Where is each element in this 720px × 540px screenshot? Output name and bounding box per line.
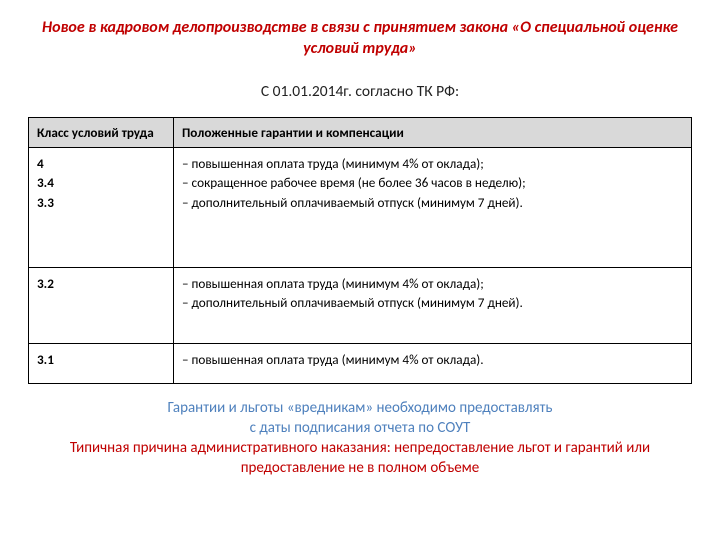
document-subtitle: С 01.01.2014г. согласно ТК РФ: [28, 82, 692, 101]
cell-benefits: – повышенная оплата труда (минимум 4% от… [174, 343, 692, 383]
note-blue-2: с даты подписания отчета по СОУТ [28, 418, 692, 438]
cell-class: 3.1 [29, 343, 174, 383]
cell-benefits: – повышенная оплата труда (минимум 4% от… [174, 147, 692, 267]
cell-class: 43.43.3 [29, 147, 174, 267]
cell-class: 3.2 [29, 267, 174, 343]
note-red: Типичная причина административного наказ… [28, 438, 692, 479]
header-class: Класс условий труда [29, 117, 174, 147]
benefits-table: Класс условий труда Положенные гарантии … [28, 117, 692, 384]
header-benefits: Положенные гарантии и компенсации [174, 117, 692, 147]
document-title: Новое в кадровом делопроизводстве в связ… [28, 18, 692, 60]
table-row: 3.2 – повышенная оплата труда (минимум 4… [29, 267, 692, 343]
bottom-note: Гарантии и льготы «вредникам» необходимо… [28, 398, 692, 479]
note-blue-1: Гарантии и льготы «вредникам» необходимо… [28, 398, 692, 418]
cell-benefits: – повышенная оплата труда (минимум 4% от… [174, 267, 692, 343]
table-row: 3.1 – повышенная оплата труда (минимум 4… [29, 343, 692, 383]
table-row: 43.43.3 – повышенная оплата труда (миним… [29, 147, 692, 267]
